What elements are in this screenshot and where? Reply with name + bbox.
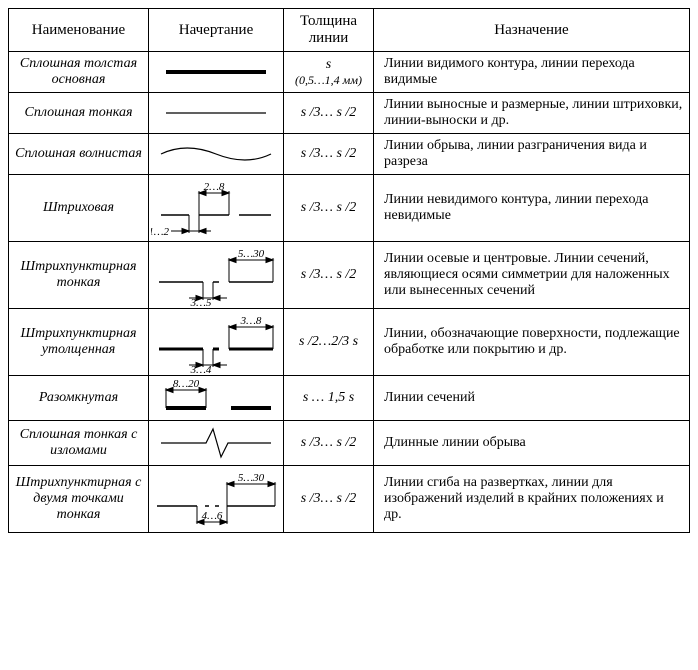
- table-row: Штриховая 2…8 1…2s /3… s /2Линии невидим…: [9, 175, 690, 242]
- line-purpose: Линии осевые и центровые. Линии сечений,…: [374, 242, 690, 309]
- line-specimen: 5…30 4…6: [149, 466, 284, 533]
- thickness-range: (0,5…1,4 мм): [290, 73, 367, 88]
- svg-text:3…8: 3…8: [240, 315, 262, 327]
- svg-text:5…30: 5…30: [238, 248, 265, 260]
- line-name: Сплошная тонкая с изломами: [9, 421, 149, 466]
- line-purpose: Линии видимого контура, линии перехода в…: [374, 52, 690, 93]
- table-row: Сплошная волнистая s /3… s /2Линии обрыва…: [9, 134, 690, 175]
- svg-text:8…20: 8…20: [173, 378, 200, 390]
- line-name: Сплошная толстая основная: [9, 52, 149, 93]
- svg-text:4…6: 4…6: [202, 510, 223, 522]
- table-row: Сплошная толстая основнаяs(0,5…1,4 мм)Ли…: [9, 52, 690, 93]
- line-specimen: [149, 52, 284, 93]
- svg-text:2…8: 2…8: [204, 181, 225, 193]
- line-name: Штрихпунктирная утолщенная: [9, 309, 149, 376]
- line-name: Сплошная тонкая: [9, 93, 149, 134]
- header-purpose: Назначение: [374, 9, 690, 52]
- header-thickness: Толщина линии: [284, 9, 374, 52]
- line-purpose: Линии сгиба на развертках, линии для изо…: [374, 466, 690, 533]
- line-thickness: s /3… s /2: [284, 242, 374, 309]
- header-style: Начертание: [149, 9, 284, 52]
- line-thickness: s … 1,5 s: [284, 376, 374, 421]
- line-name: Штриховая: [9, 175, 149, 242]
- line-specimen: 2…8 1…2: [149, 175, 284, 242]
- line-purpose: Длинные линии обрыва: [374, 421, 690, 466]
- table-row: Разомкнутая 8…20 s … 1,5 sЛинии сечений: [9, 376, 690, 421]
- line-thickness: s /3… s /2: [284, 93, 374, 134]
- table-row: Штрихпунктирная тонкая 5…30 3…5s /3… s /…: [9, 242, 690, 309]
- svg-text:3…4: 3…4: [190, 364, 212, 373]
- line-thickness: s /3… s /2: [284, 421, 374, 466]
- line-specimen: [149, 93, 284, 134]
- line-thickness: s /2…2/3 s: [284, 309, 374, 376]
- line-thickness: s /3… s /2: [284, 134, 374, 175]
- line-specimen: 8…20: [149, 376, 284, 421]
- line-thickness: s /3… s /2: [284, 466, 374, 533]
- line-purpose: Линии выносные и размерные, линии штрихо…: [374, 93, 690, 134]
- line-purpose: Линии обрыва, линии разграничения вида и…: [374, 134, 690, 175]
- line-name: Разомкнутая: [9, 376, 149, 421]
- line-thickness: s /3… s /2: [284, 175, 374, 242]
- table-row: Сплошная тонкая s /3… s /2Линии выносные …: [9, 93, 690, 134]
- line-name: Сплошная волнистая: [9, 134, 149, 175]
- line-name: Штрихпунктирная с двумя точками тонкая: [9, 466, 149, 533]
- line-thickness: s(0,5…1,4 мм): [284, 52, 374, 93]
- thickness-var: s: [290, 57, 367, 73]
- header-name: Наименование: [9, 9, 149, 52]
- line-purpose: Линии невидимого контура, линии перехода…: [374, 175, 690, 242]
- line-purpose: Линии, обозначающие поверхности, подлежа…: [374, 309, 690, 376]
- table-row: Сплошная тонкая с изломами s /3… s /2Длин…: [9, 421, 690, 466]
- svg-text:1…2: 1…2: [151, 226, 169, 238]
- table-row: Штрихпунктирная утолщенная 3…8 3…4s /2…2…: [9, 309, 690, 376]
- line-specimen: [149, 421, 284, 466]
- line-specimen: 3…8 3…4: [149, 309, 284, 376]
- line-types-table: Наименование Начертание Толщина линии На…: [8, 8, 690, 533]
- line-specimen: [149, 134, 284, 175]
- table-row: Штрихпунктирная с двумя точками тонкая 5…: [9, 466, 690, 533]
- line-specimen: 5…30 3…5: [149, 242, 284, 309]
- header-row: Наименование Начертание Толщина линии На…: [9, 9, 690, 52]
- svg-text:5…30: 5…30: [238, 472, 265, 484]
- line-name: Штрихпунктирная тонкая: [9, 242, 149, 309]
- svg-text:3…5: 3…5: [190, 297, 212, 306]
- line-purpose: Линии сечений: [374, 376, 690, 421]
